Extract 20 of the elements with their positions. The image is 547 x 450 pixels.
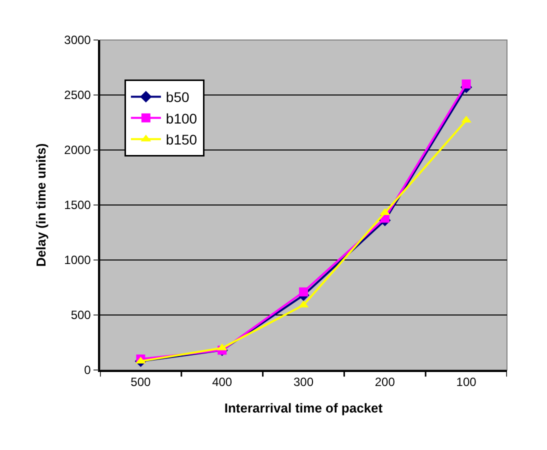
x-tick-label: 400 xyxy=(212,375,232,390)
x-tick-label: 100 xyxy=(456,375,477,390)
y-tick-label: 1000 xyxy=(64,253,92,268)
x-tick-label: 200 xyxy=(374,375,396,390)
point xyxy=(462,80,471,88)
y-tick-label: 2500 xyxy=(64,88,92,102)
y-tick-label: 0 xyxy=(84,363,92,378)
y-tick-label: 3000 xyxy=(64,33,92,48)
y-tick-label: 2000 xyxy=(64,143,92,158)
legend-label: b50 xyxy=(166,89,190,106)
y-tick-label: 500 xyxy=(70,308,92,322)
point xyxy=(461,116,472,123)
legend-label: b100 xyxy=(166,110,198,126)
x-tick-label: 500 xyxy=(130,375,152,390)
point xyxy=(299,287,308,296)
y-axis-title: Delay (in time units) xyxy=(34,143,49,267)
x-axis-title: Interarrival time of packet xyxy=(224,400,384,416)
legend-label: b150 xyxy=(166,132,198,148)
y-tick-label: 1500 xyxy=(64,198,92,212)
x-tick-label: 300 xyxy=(293,375,314,390)
